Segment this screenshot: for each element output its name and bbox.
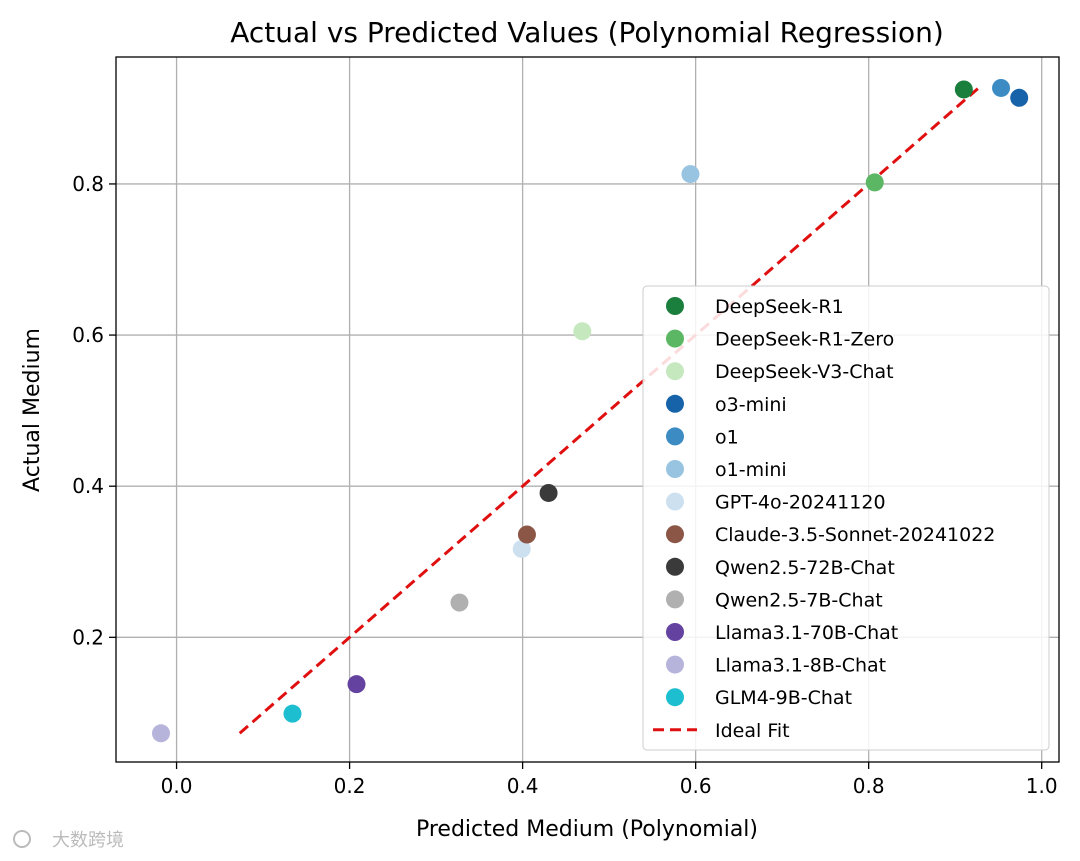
legend-marker-0 [666,297,684,315]
legend-marker-1 [666,329,684,348]
chart-title: Actual vs Predicted Values (Polynomial R… [230,16,944,49]
x-axis-label: Predicted Medium (Polynomial) [416,817,758,842]
legend-marker-10 [666,623,684,641]
point-deepseek-r1-zero [865,173,884,192]
legend-marker-3 [666,394,684,413]
legend-marker-6 [666,492,684,511]
x-tick-label-2: 0.4 [507,774,539,798]
y-axis-label: Actual Medium [20,328,45,492]
ideal-fit-line-group [238,86,981,735]
legend-label-0: DeepSeek-R1 [715,296,844,318]
legend-marker-12 [666,688,684,707]
legend-label-12: GLM4-9B-Chat [715,687,852,709]
watermark: 大数跨境 [13,830,124,851]
legend-label-11: Llama3.1-8B-Chat [715,655,886,677]
point-deepseek-r1 [954,80,973,99]
point-o1-mini [681,165,700,184]
legend-marker-7 [666,525,684,544]
legend-label-2: DeepSeek-V3-Chat [715,361,894,383]
point-gpt-4o-20241120 [512,539,531,558]
y-tick-label-0: 0.2 [72,625,104,649]
legend-marker-9 [666,590,684,609]
y-tick-label-3: 0.8 [72,172,104,196]
point-o1 [992,78,1011,97]
x-tick-label-1: 0.2 [334,774,366,798]
point-llama3-1-70b-chat [347,675,366,694]
legend-label-6: GPT-4o-20241120 [715,492,886,514]
legend-label-5: o1-mini [715,459,787,481]
x-tick-label-5: 1.0 [1026,774,1058,798]
legend-label-4: o1 [715,426,739,448]
watermark-text: 大数跨境 [52,830,124,851]
legend-marker-8 [666,557,684,576]
x-axis-ticks: 0.0 0.2 0.4 0.6 0.8 1.0 [161,762,1058,798]
point-claude-3-5-sonnet-20241022 [517,525,536,544]
x-tick-label-4: 0.8 [853,774,885,798]
legend-box [642,285,1050,751]
x-tick-label-3: 0.6 [680,774,712,798]
legend-marker-4 [666,427,684,446]
watermark-logo-icon [13,830,31,848]
point-deepseek-v3-chat [573,322,592,341]
legend-label-1: DeepSeek-R1-Zero [715,329,894,351]
y-axis-ticks: 0.2 0.4 0.6 0.8 [72,172,116,649]
data-points [151,78,1029,743]
point-qwen2-5-72b-chat [539,483,558,502]
legend-label-9: Qwen2.5-7B-Chat [715,589,883,611]
point-o3-mini [1010,88,1029,107]
point-glm4-9b-chat [283,704,302,723]
ideal-fit-line [238,86,981,735]
legend-label-3: o3-mini [715,394,787,416]
y-tick-label-2: 0.6 [72,323,104,347]
legend-label-ideal-fit: Ideal Fit [715,720,790,742]
point-llama3-1-8b-chat [151,724,170,743]
legend-marker-11 [666,655,684,674]
plot-frame [115,56,1060,763]
y-tick-label-1: 0.4 [72,474,104,498]
legend-label-7: Claude-3.5-Sonnet-20241022 [715,524,995,546]
point-qwen2-5-7b-chat [450,593,469,612]
legend: DeepSeek-R1 DeepSeek-R1-Zero DeepSeek-V3-C… [642,285,1050,751]
legend-label-10: Llama3.1-70B-Chat [715,622,898,644]
x-tick-label-0: 0.0 [161,774,193,798]
legend-marker-5 [666,460,684,478]
legend-marker-2 [666,362,684,381]
legend-label-8: Qwen2.5-72B-Chat [715,557,895,579]
